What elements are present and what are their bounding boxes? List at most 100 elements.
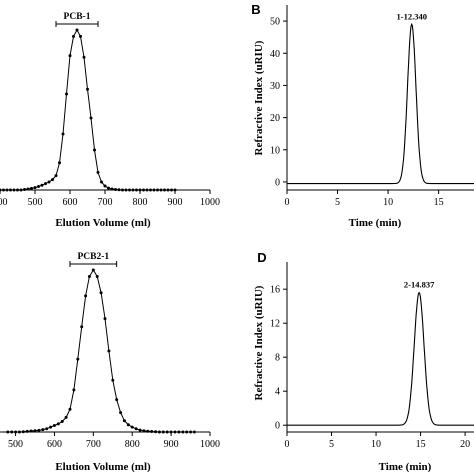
data-point	[165, 430, 169, 434]
panel-b-letter: B	[251, 2, 260, 17]
y-tick-label: 4	[275, 387, 280, 398]
data-point	[37, 185, 40, 188]
x-tick-label: 500	[8, 439, 23, 450]
data-point	[181, 430, 185, 434]
peak-label: 1-12.340	[396, 11, 426, 21]
data-point	[110, 187, 114, 191]
y-tick-label: 8	[275, 353, 280, 364]
data-point	[17, 430, 21, 434]
y-tick-label: 30	[270, 81, 280, 92]
panel-c: 500 600 700 800 900 1000 PCB2-1 Elution Volume…	[0, 252, 220, 473]
series-line	[7, 269, 195, 433]
data-point	[146, 429, 150, 433]
data-point	[111, 378, 115, 382]
data-point	[126, 423, 130, 427]
y-tick-label: 16	[270, 285, 280, 296]
data-point	[76, 357, 80, 361]
panel-b-xlabel: Time (min)	[349, 217, 402, 229]
data-point	[89, 116, 93, 120]
data-point	[169, 430, 173, 434]
data-point	[150, 430, 154, 433]
data-point	[10, 430, 14, 434]
data-point	[163, 188, 166, 192]
x-tick-label: 5	[335, 197, 340, 208]
data-point	[131, 188, 135, 192]
data-point	[142, 188, 145, 192]
data-point	[91, 268, 95, 272]
data-point	[2, 188, 5, 192]
data-point	[156, 188, 159, 192]
data-point	[177, 430, 181, 434]
data-point	[12, 188, 16, 192]
data-point	[40, 183, 44, 187]
y-tick-label: 0	[275, 421, 280, 432]
y-tick-label: 50	[270, 17, 280, 28]
data-point	[173, 188, 177, 192]
x-tick-label: 500	[28, 197, 43, 208]
panel-a-xlabel: Elution Volume (ml)	[55, 217, 151, 229]
data-point	[87, 275, 91, 278]
panel-c-plot: 500 600 700 800 900 1000 PCB2-1	[0, 252, 220, 450]
data-point	[80, 325, 84, 329]
data-point	[6, 430, 10, 434]
data-point	[93, 148, 96, 152]
data-point	[49, 425, 53, 429]
data-point	[65, 92, 68, 96]
panel-d-ylabel: Refractive Index (uRIU)	[253, 285, 265, 400]
data-point	[14, 430, 18, 434]
data-point	[9, 188, 12, 192]
panel-c-xlabel: Elution Volume (ml)	[55, 461, 151, 473]
x-tick-label: 600	[63, 197, 78, 208]
data-point	[54, 174, 58, 178]
panel-b-ylabel: Refractive Index (uRIU)	[253, 40, 265, 155]
data-point	[149, 188, 152, 192]
panel-d-xlabel: Time (min)	[379, 461, 432, 473]
data-point	[115, 398, 119, 402]
data-point	[159, 188, 163, 192]
y-tick-label: 40	[270, 49, 280, 60]
data-point	[19, 188, 23, 192]
series-line	[287, 22, 474, 185]
data-point	[122, 419, 126, 423]
data-point	[23, 188, 26, 191]
peak-label: PCB-1	[64, 12, 91, 22]
data-point	[44, 182, 47, 186]
data-point	[52, 424, 56, 427]
x-tick-label: 600	[47, 439, 62, 450]
data-point	[26, 187, 30, 191]
data-point	[5, 188, 9, 192]
x-tick-label: 1000	[200, 197, 220, 208]
data-point	[75, 28, 79, 32]
x-tick-label: 700	[86, 439, 101, 450]
data-point	[100, 180, 103, 184]
data-point	[68, 407, 72, 411]
data-point	[124, 188, 128, 192]
data-point	[103, 317, 107, 321]
panel-a-plot: 400 500 600 700 800 900 1000 PCB-1	[0, 12, 220, 208]
data-point	[173, 430, 177, 434]
data-point	[152, 188, 156, 192]
data-point	[56, 422, 60, 426]
data-point	[130, 425, 134, 429]
data-point	[138, 188, 142, 192]
x-tick-label: 15	[416, 439, 426, 450]
y-tick-label: 12	[270, 319, 280, 330]
data-point	[103, 184, 107, 188]
peak-label: PCB2-1	[77, 252, 109, 262]
data-point	[82, 55, 86, 59]
data-point	[86, 87, 89, 91]
panel-d: 0 5 10 15 20 0 4 8 12 16 2-14.837 D Time (min) Ref…	[253, 250, 474, 473]
data-point	[192, 430, 196, 434]
data-point	[134, 427, 138, 431]
panel-d-letter: D	[257, 250, 266, 265]
x-tick-label: 800	[133, 197, 148, 208]
y-tick-label: 0	[275, 177, 280, 188]
data-point	[33, 186, 37, 190]
panel-a: 400 500 600 700 800 900 1000 PCB-1 Elution Volu…	[0, 12, 220, 229]
data-point	[114, 188, 117, 191]
data-point	[157, 430, 161, 434]
data-point	[61, 132, 65, 136]
data-point	[30, 186, 33, 190]
data-point	[142, 429, 146, 433]
